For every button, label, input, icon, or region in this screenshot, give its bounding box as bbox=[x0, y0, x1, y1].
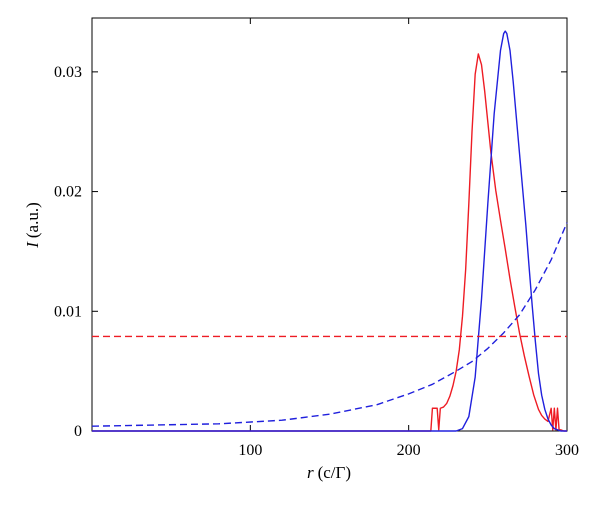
ticks bbox=[92, 18, 568, 432]
y-axis-variable: I bbox=[23, 241, 42, 249]
series-line-3-dashed bbox=[91, 222, 568, 427]
x-axis-label: r (c/Γ) bbox=[307, 463, 351, 482]
x-tick-label: 100 bbox=[238, 442, 262, 459]
x-tick-label: 200 bbox=[397, 442, 421, 459]
series-layer bbox=[91, 30, 568, 432]
tick-labels: 100 200 300 0 0.01 0.02 0.03 bbox=[54, 64, 579, 459]
series-line-2-solid bbox=[92, 30, 567, 432]
series-line-1-solid bbox=[92, 53, 567, 432]
y-tick-label: 0.02 bbox=[54, 184, 82, 201]
y-tick-label: 0.03 bbox=[54, 64, 82, 81]
y-tick-label: 0.01 bbox=[54, 303, 82, 320]
plot-frame bbox=[91, 17, 568, 432]
y-axis-unit: (a.u.) bbox=[23, 202, 42, 238]
x-axis-unit: (c/Γ) bbox=[318, 463, 351, 482]
y-axis-label: I (a.u.) bbox=[23, 202, 42, 249]
y-tick-label: 0 bbox=[74, 423, 82, 440]
x-axis-variable: r bbox=[307, 463, 314, 482]
x-tick-label: 300 bbox=[555, 442, 579, 459]
